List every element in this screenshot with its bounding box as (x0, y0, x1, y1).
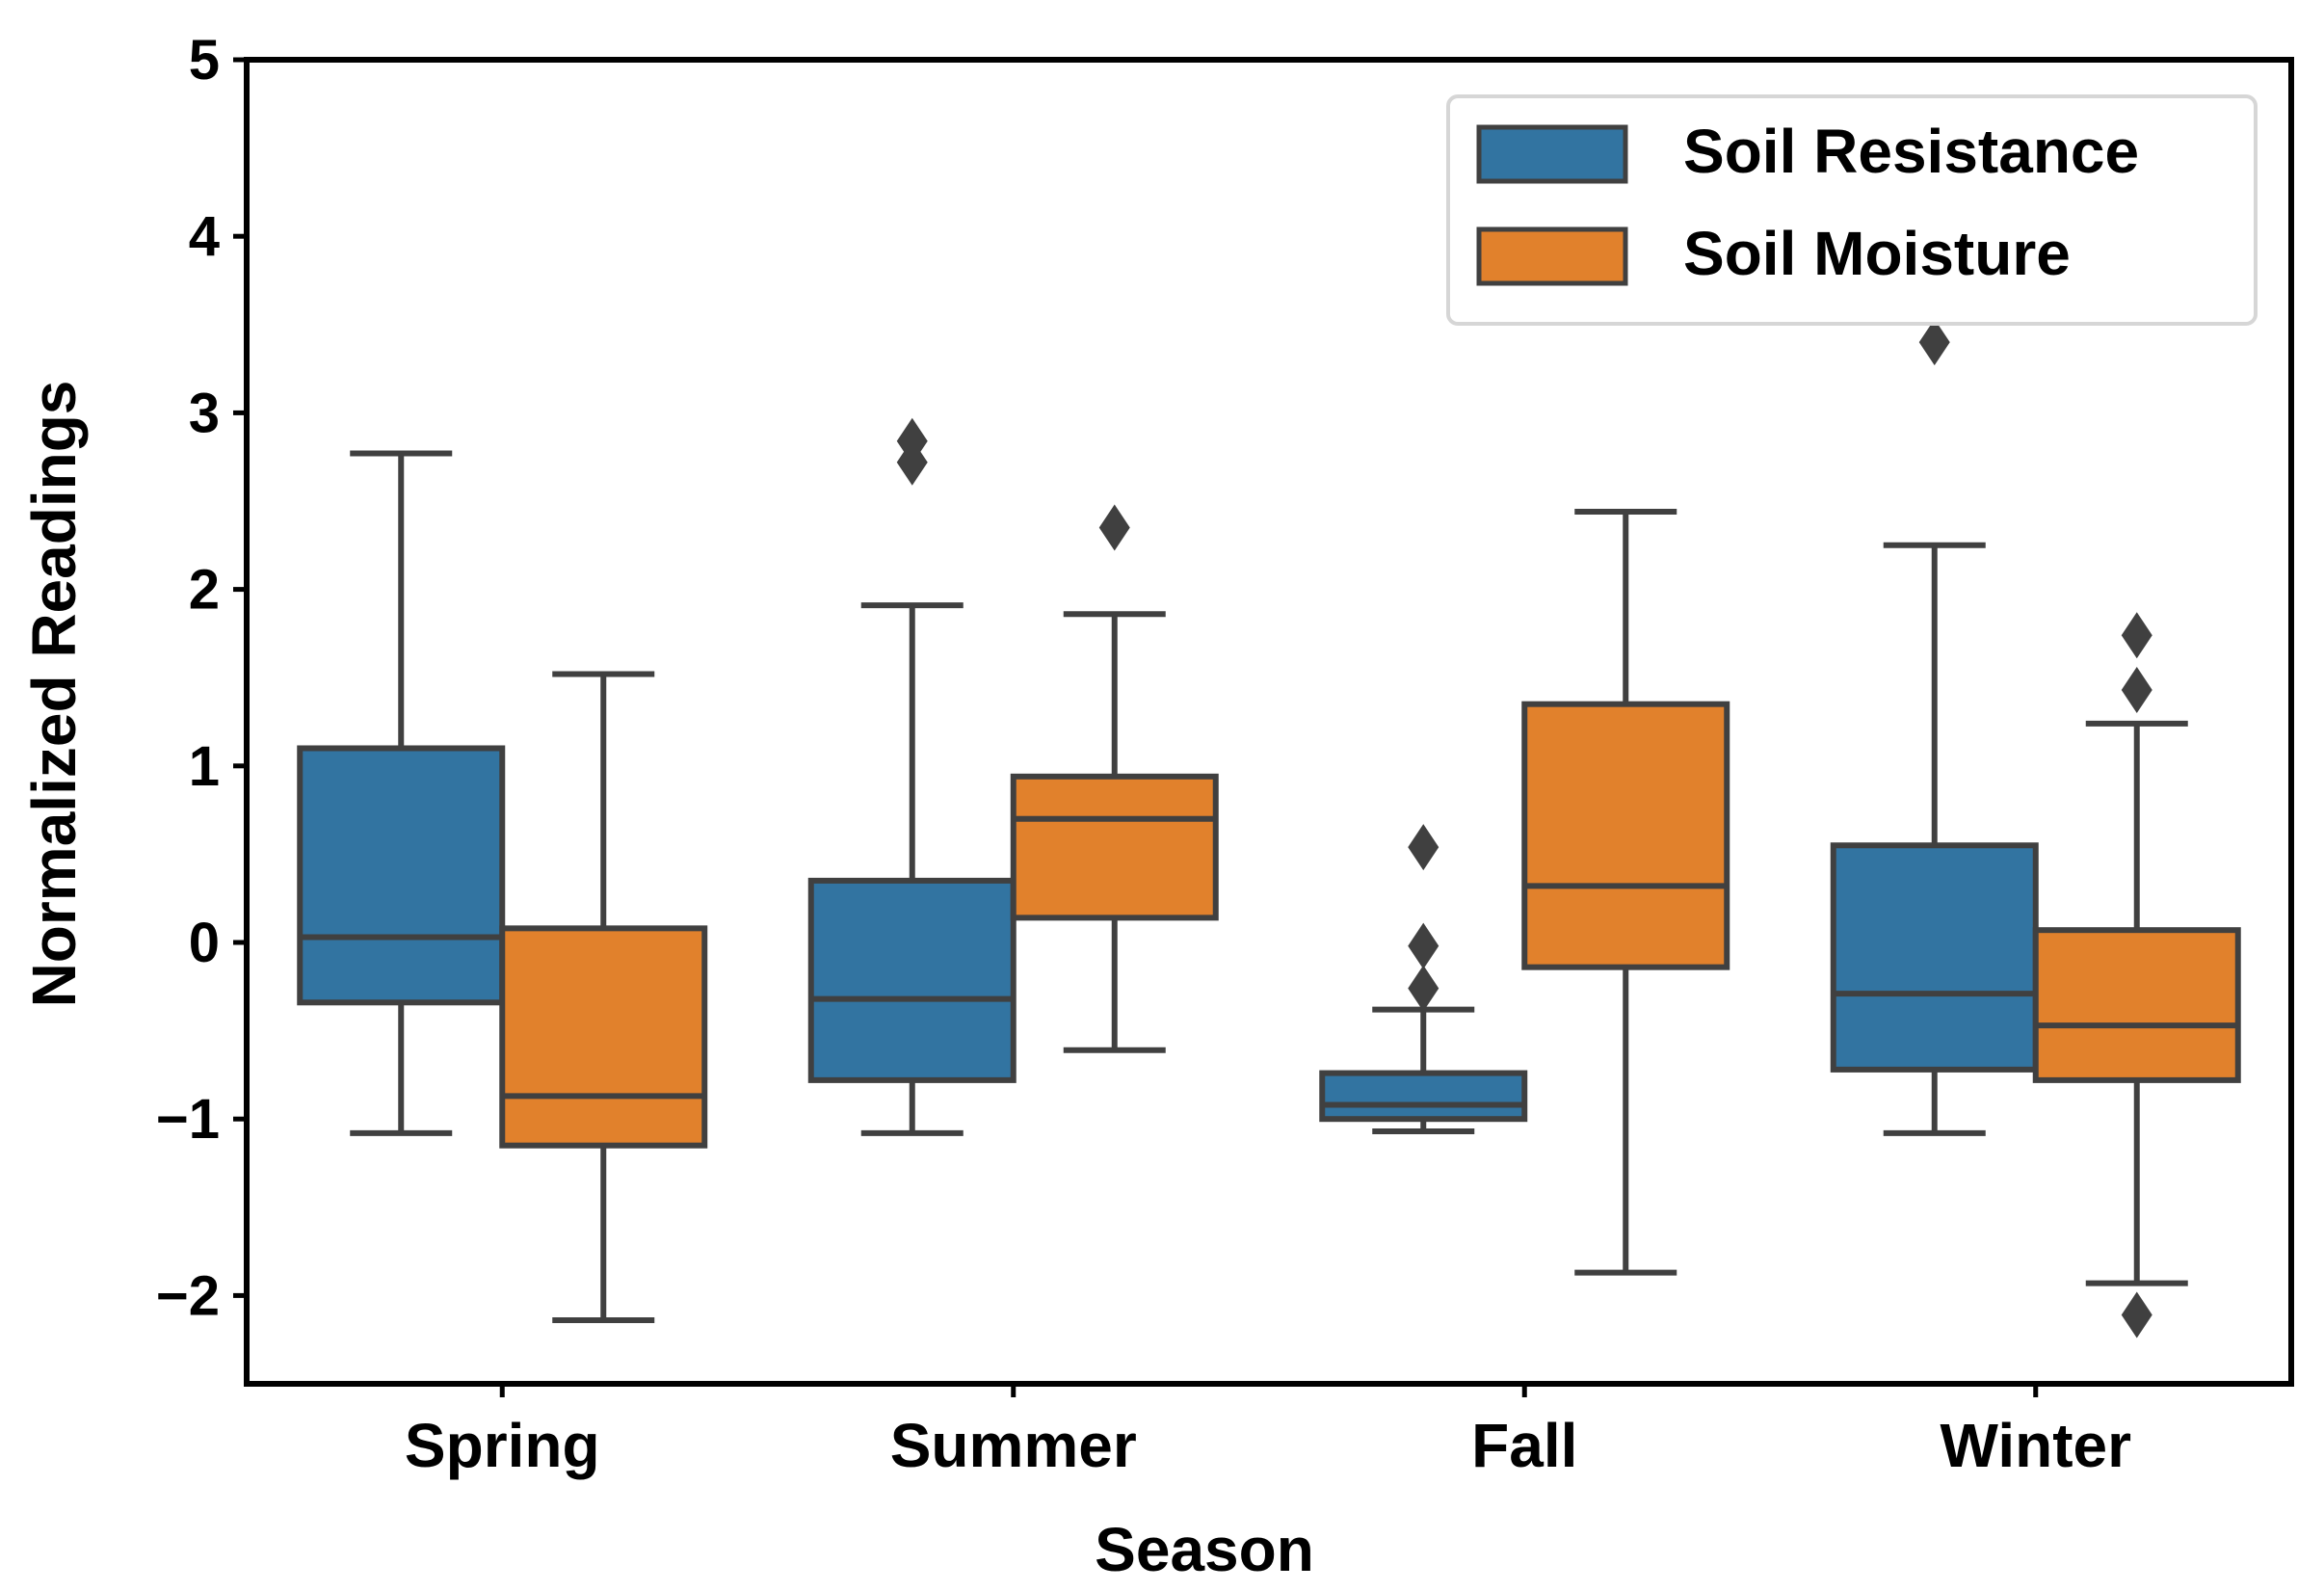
y-tick-label: 1 (189, 735, 220, 798)
y-tick-label: 2 (189, 559, 220, 622)
box-soil-resistance-spring (297, 450, 506, 1136)
x-tick-label: Fall (1471, 1411, 1577, 1480)
plot-frame (244, 57, 2294, 1387)
box-iqr (1319, 1070, 1528, 1123)
y-tick-label: 5 (189, 29, 220, 92)
outlier-point (1098, 504, 1130, 551)
box-iqr (499, 925, 708, 1149)
x-tick-label: Winter (1940, 1411, 2131, 1480)
outlier-point (2121, 612, 2152, 659)
box-soil-resistance-fall (1319, 824, 1528, 1135)
x-tick-label: Spring (405, 1411, 600, 1480)
legend-swatch (1476, 226, 1628, 286)
outlier-point (1408, 965, 1439, 1012)
box-iqr (2032, 927, 2241, 1083)
y-tick-label: 4 (189, 205, 220, 268)
legend-swatch (1476, 124, 1628, 184)
box-iqr (807, 877, 1017, 1083)
box-iqr (297, 745, 506, 1006)
x-axis-label: Season (1095, 1515, 1314, 1584)
legend-item: Soil Resistance (1476, 117, 2139, 186)
legend: Soil Resistance Soil Moisture (1446, 94, 2258, 326)
outlier-point (1408, 922, 1439, 969)
box-soil-moisture-winter (2032, 612, 2241, 1339)
y-tick-label: 0 (189, 912, 220, 974)
axes: 5 4 3 2 1 0 −1 −2 Spring Summer Fall Winter (156, 29, 2294, 1480)
box-iqr (1010, 773, 1219, 921)
box-soil-moisture-spring (499, 671, 708, 1324)
y-axis-label: Normalized Readings (19, 381, 89, 1008)
box-soil-moisture-fall (1521, 508, 1730, 1276)
outlier-point (1918, 319, 1950, 366)
outlier-point (896, 417, 928, 464)
legend-item: Soil Moisture (1476, 219, 2071, 288)
x-tick-label: Summer (890, 1411, 1137, 1480)
legend-label: Soil Resistance (1683, 117, 2139, 186)
y-tick-label: −2 (156, 1264, 220, 1327)
legend-label: Soil Moisture (1683, 219, 2071, 288)
box-soil-resistance-summer (807, 417, 1017, 1136)
outlier-point (2121, 667, 2152, 714)
box-iqr (1830, 842, 2039, 1073)
y-tick-label: 3 (189, 382, 220, 444)
outlier-point (1408, 824, 1439, 871)
box-soil-moisture-summer (1010, 504, 1219, 1053)
outlier-point (2121, 1291, 2152, 1339)
legend-frame (1446, 94, 2258, 326)
box-series-layer (297, 319, 2241, 1339)
y-tick-label: −1 (156, 1088, 220, 1151)
box-iqr (1521, 701, 1730, 970)
